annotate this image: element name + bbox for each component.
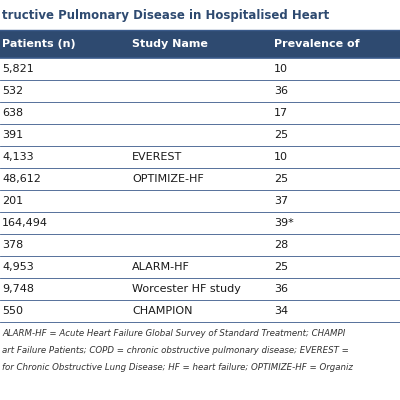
Text: ALARM-HF: ALARM-HF [132,262,190,272]
Text: Prevalence of: Prevalence of [274,39,360,49]
Text: Worcester HF study: Worcester HF study [132,284,241,294]
Bar [0,58,400,80]
Bar [0,0,400,30]
Bar [0,168,400,190]
Text: 36: 36 [274,86,288,96]
Text: Study Name: Study Name [132,39,208,49]
Text: 17: 17 [274,108,288,118]
Text: 25: 25 [274,262,288,272]
Text: 550: 550 [2,306,23,316]
Text: 25: 25 [274,174,288,184]
Text: 36: 36 [274,284,288,294]
Bar [0,212,400,234]
Text: art Failure Patients; COPD = chronic obstructive pulmonary disease; EVEREST =: art Failure Patients; COPD = chronic obs… [2,346,349,355]
Text: 48,612: 48,612 [2,174,41,184]
Text: 25: 25 [274,130,288,140]
Text: 4,133: 4,133 [2,152,34,162]
Text: 5,821: 5,821 [2,64,34,74]
Text: 378: 378 [2,240,23,250]
Text: EVEREST: EVEREST [132,152,182,162]
Bar [0,256,400,278]
Text: CHAMPION: CHAMPION [132,306,192,316]
Bar [0,80,400,102]
Bar [0,124,400,146]
Text: for Chronic Obstructive Lung Disease; HF = heart failure; OPTIMIZE-HF = Organiz: for Chronic Obstructive Lung Disease; HF… [2,363,353,372]
Text: Patients (n): Patients (n) [2,39,76,49]
Text: 391: 391 [2,130,23,140]
Text: 9,748: 9,748 [2,284,34,294]
Text: 10: 10 [274,152,288,162]
Bar [0,30,400,58]
Text: OPTIMIZE-HF: OPTIMIZE-HF [132,174,204,184]
Bar [0,325,400,383]
Text: 201: 201 [2,196,23,206]
Text: 34: 34 [274,306,288,316]
Text: 28: 28 [274,240,288,250]
Bar [0,278,400,300]
Text: 532: 532 [2,86,23,96]
Text: ALARM-HF = Acute Heart Failure Global Survey of Standard Treatment; CHAMPI: ALARM-HF = Acute Heart Failure Global Su… [2,329,345,338]
Text: 638: 638 [2,108,23,118]
Text: 37: 37 [274,196,288,206]
Bar [0,300,400,322]
Bar [0,146,400,168]
Bar [0,234,400,256]
Text: tructive Pulmonary Disease in Hospitalised Heart: tructive Pulmonary Disease in Hospitalis… [2,8,329,22]
Bar [0,190,400,212]
Text: 10: 10 [274,64,288,74]
Text: 4,953: 4,953 [2,262,34,272]
Text: 39*: 39* [274,218,294,228]
Bar [0,102,400,124]
Text: 164,494: 164,494 [2,218,48,228]
